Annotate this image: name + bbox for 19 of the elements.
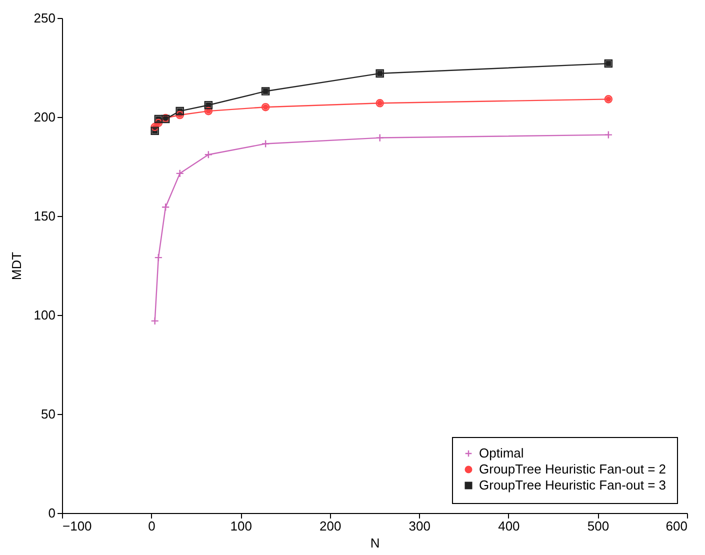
legend-label: Optimal xyxy=(479,446,524,460)
x-tick-label: 0 xyxy=(148,518,156,534)
x-tick-label: −100 xyxy=(62,518,92,534)
x-axis-title: N xyxy=(370,536,380,550)
x-tick-label: 200 xyxy=(320,518,342,534)
x-tick-label: 100 xyxy=(230,518,252,534)
y-tick-label: 100 xyxy=(34,308,56,322)
legend-label: GroupTree Heuristic Fan-out = 2 xyxy=(479,462,666,476)
y-tick-label: 150 xyxy=(34,208,56,224)
y-tick-label: 200 xyxy=(34,110,56,124)
y-tick-label: 50 xyxy=(41,406,56,422)
y-tick-label: 250 xyxy=(34,10,56,26)
y-axis-title: MDT xyxy=(8,252,24,280)
x-tick-label: 600 xyxy=(666,518,688,534)
legend-label: GroupTree Heuristic Fan-out = 3 xyxy=(479,478,666,492)
x-tick-label: 500 xyxy=(587,518,610,534)
x-tick-label: 300 xyxy=(408,518,430,534)
x-tick-label: 400 xyxy=(498,518,520,534)
y-tick-label: 0 xyxy=(48,506,56,520)
